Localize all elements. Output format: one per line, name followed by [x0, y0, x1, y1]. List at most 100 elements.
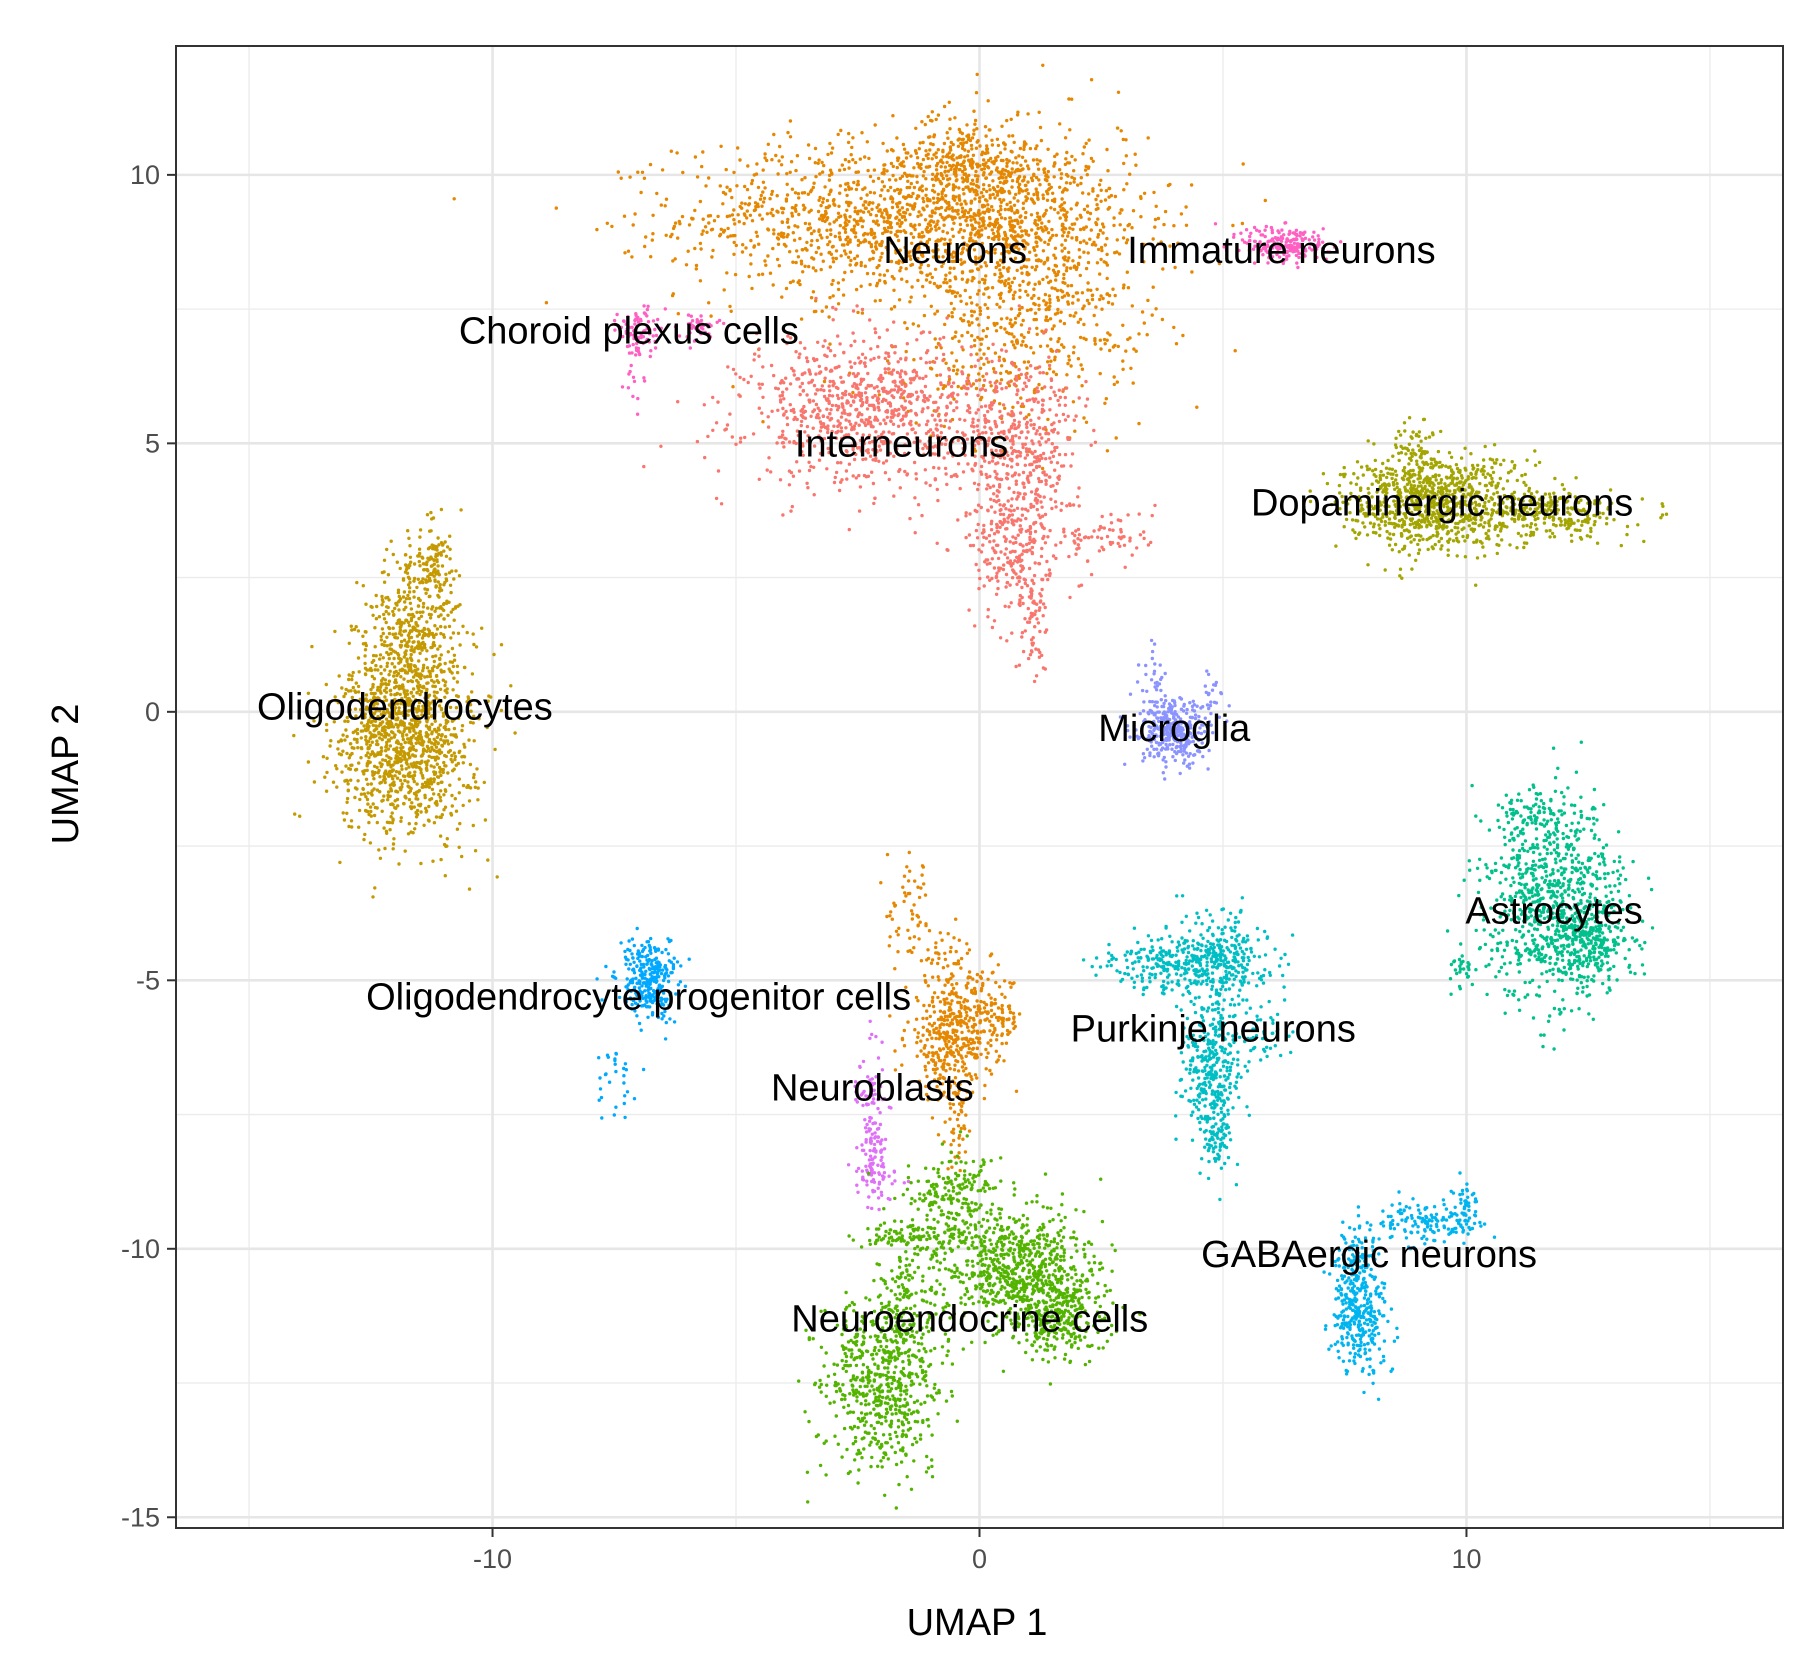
point [643, 244, 647, 249]
point [1240, 221, 1245, 226]
point [916, 885, 920, 889]
point [830, 146, 835, 150]
point [997, 985, 1002, 989]
point [920, 120, 924, 124]
point [978, 348, 982, 352]
point [956, 208, 960, 213]
point [931, 172, 935, 176]
point [1021, 544, 1025, 548]
point [1022, 239, 1026, 243]
point [846, 255, 851, 259]
point [1101, 231, 1105, 235]
point [967, 323, 972, 327]
point [967, 173, 971, 178]
point [1028, 548, 1032, 552]
point [994, 329, 999, 333]
point [1068, 313, 1073, 318]
point [1002, 1059, 1006, 1063]
point [1048, 317, 1053, 321]
point [1069, 464, 1073, 468]
point [962, 159, 966, 163]
point [1146, 543, 1151, 547]
point [828, 349, 833, 353]
point [938, 418, 942, 423]
point [965, 1014, 969, 1018]
point [936, 414, 941, 418]
point [849, 403, 853, 408]
point [961, 137, 965, 141]
point [944, 361, 948, 365]
point [1049, 359, 1053, 363]
point [909, 295, 913, 299]
point [818, 233, 822, 237]
point [1066, 437, 1070, 441]
point [978, 576, 982, 581]
point [1088, 211, 1093, 216]
point [943, 170, 947, 174]
point [986, 223, 991, 227]
point [954, 254, 958, 258]
point [938, 395, 943, 400]
point [933, 1051, 937, 1055]
point [1038, 159, 1042, 163]
point [990, 228, 994, 232]
point [1024, 343, 1028, 348]
point [853, 256, 857, 261]
point [915, 180, 919, 184]
point [982, 1096, 987, 1101]
point [1063, 246, 1067, 250]
point [861, 240, 866, 244]
point [966, 376, 970, 380]
point [1015, 462, 1019, 466]
point [867, 210, 871, 214]
point [996, 1018, 1000, 1023]
point [1102, 225, 1106, 229]
point [752, 173, 756, 177]
point [932, 249, 936, 254]
point [1064, 157, 1068, 161]
point [945, 1022, 949, 1027]
point [936, 285, 940, 290]
point [887, 477, 891, 482]
point [1004, 238, 1008, 243]
point [1021, 470, 1026, 475]
point [1022, 360, 1027, 364]
point [785, 220, 790, 224]
point [916, 1035, 920, 1039]
point [1010, 409, 1014, 414]
point [972, 1022, 977, 1027]
point [947, 203, 951, 208]
point [1057, 477, 1061, 481]
point [798, 236, 802, 241]
point [703, 455, 707, 460]
point [754, 204, 758, 209]
point [1027, 566, 1032, 571]
point [968, 269, 973, 273]
point [1029, 364, 1033, 368]
point [1076, 537, 1080, 541]
point [1006, 281, 1011, 286]
point [1125, 182, 1129, 186]
point [827, 315, 831, 319]
point [889, 225, 894, 230]
point [1037, 513, 1041, 517]
point [1049, 484, 1053, 488]
point [1098, 371, 1102, 376]
point [936, 387, 940, 391]
point [985, 487, 989, 491]
point [1053, 358, 1057, 362]
point [1085, 173, 1090, 177]
point [881, 376, 885, 381]
point [828, 389, 832, 393]
point [997, 355, 1002, 359]
point [952, 1110, 957, 1114]
point [1051, 554, 1056, 558]
point [766, 142, 770, 146]
point [995, 489, 1000, 493]
point [936, 995, 940, 1000]
point [761, 200, 766, 204]
point [963, 1005, 967, 1009]
point [1034, 187, 1038, 191]
point [919, 166, 923, 171]
point [770, 207, 774, 212]
